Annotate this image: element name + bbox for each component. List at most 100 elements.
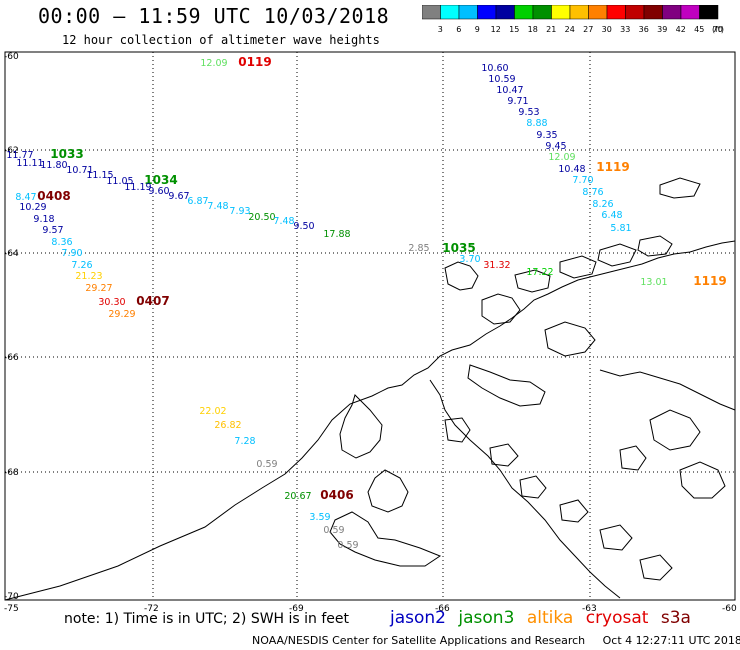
wave-height-label: 9.71: [507, 96, 528, 107]
lon-label-63: -63: [582, 604, 597, 614]
wave-height-label: 10.60: [481, 63, 508, 74]
map-frame: [4, 51, 736, 601]
wave-height-label: 10.48: [558, 164, 585, 175]
wave-height-label: 20.50: [248, 212, 275, 223]
wave-height-label: 9.53: [518, 107, 539, 118]
footer-credit: NOAA/NESDIS Center for Satellite Applica…: [252, 634, 740, 647]
wave-height-label: 30.30: [98, 297, 125, 308]
page-title: 00:00 – 11:59 UTC 10/03/2018: [38, 4, 390, 28]
wave-height-label: 21.23: [75, 271, 102, 282]
wave-height-colorbar: 3 6 9 12 15 18 21 24 27 30 33 36 39 42 45 70(ft): [422, 5, 724, 34]
lat-label-60: -60: [4, 52, 19, 62]
lon-label-69: -69: [289, 604, 304, 614]
wave-height-label: 0.59: [337, 540, 358, 551]
lon-label-60: -60: [722, 604, 737, 614]
wave-height-label: 8.36: [51, 237, 72, 248]
pass-time-label: 0408: [37, 189, 70, 203]
colorbar-label: 6: [456, 25, 461, 34]
wave-height-label: 7.93: [229, 206, 250, 217]
wave-height-label: 6.48: [601, 210, 622, 221]
wave-height-label: 11.05: [106, 176, 133, 187]
wave-height-label: 8.26: [592, 199, 613, 210]
colorbar-label: 21: [546, 25, 556, 34]
lat-label-64: -64: [4, 249, 19, 259]
legend-s3a: s3a: [660, 608, 691, 628]
colorbar-label: 42: [676, 25, 686, 34]
pass-time-label: 0406: [320, 488, 353, 502]
wave-height-label: 12.09: [548, 152, 575, 163]
wave-height-label: 10.59: [488, 74, 515, 85]
colorbar-label: 9: [475, 25, 480, 34]
wave-height-label: 9.60: [148, 186, 169, 197]
wave-height-label: 9.57: [42, 225, 63, 236]
wave-height-label: 3.70: [459, 254, 480, 265]
pass-time-label: 0407: [136, 294, 169, 308]
wave-height-label: 26.82: [214, 420, 241, 431]
colorbar-label: 12: [491, 25, 501, 34]
wave-height-label: 3.59: [309, 512, 330, 523]
colorbar-label: 45: [694, 25, 704, 34]
satellite-legend: jason2 jason3 altika cryosat s3a: [390, 608, 698, 628]
wave-height-label: 29.27: [85, 283, 112, 294]
pass-time-label: 1033: [50, 147, 83, 161]
wave-height-label: 9.67: [168, 191, 189, 202]
wave-height-label: 7.26: [71, 260, 92, 271]
colorbar-label: 3: [438, 25, 443, 34]
wave-height-label: 11.19: [124, 182, 151, 193]
page-subtitle: 12 hour collection of altimeter wave hei…: [62, 33, 380, 47]
coastline: [4, 177, 736, 601]
wave-height-label: 5.81: [610, 223, 631, 234]
legend-jason2: jason2: [390, 608, 446, 628]
wave-height-label: 7.28: [234, 436, 255, 447]
wave-height-label: 20.67: [284, 491, 311, 502]
colorbar-label: 15: [509, 25, 519, 34]
wave-height-label: 13.01: [640, 277, 667, 288]
wave-height-label: 9.45: [545, 141, 566, 152]
wave-height-label: 10.29: [19, 202, 46, 213]
wave-height-label: 11.15: [86, 170, 113, 181]
wave-height-label: 10.47: [496, 85, 523, 96]
lat-label-66: -66: [4, 353, 19, 363]
wave-height-label: 12.09: [200, 58, 227, 69]
map-grid: [5, 52, 735, 600]
wave-height-label: 8.88: [526, 118, 547, 129]
colorbar-swatch: [699, 5, 719, 20]
observation-labels: 12.09 011911.7711.11103311.8010.7111.1511…: [6, 55, 726, 551]
pass-time-label: 1119: [596, 160, 629, 174]
wave-height-label: 17.88: [323, 229, 350, 240]
wave-height-label: 7.48: [207, 201, 228, 212]
note-text: note: 1) Time is in UTC; 2) SWH is in fe…: [64, 611, 350, 627]
wave-height-label: 8.47: [15, 192, 36, 203]
lat-label-68: -68: [4, 468, 19, 478]
wave-height-label: 31.32: [483, 260, 510, 271]
colorbar-label: 33: [620, 25, 630, 34]
wave-height-label: 11.77: [6, 150, 33, 161]
legend-cryosat: cryosat: [585, 608, 649, 628]
colorbar-label: 36: [639, 25, 649, 34]
colorbar-label: 39: [657, 25, 667, 34]
colorbar-label: 27: [583, 25, 593, 34]
legend-altika: altika: [526, 608, 574, 628]
colorbar-label: 18: [528, 25, 538, 34]
lat-label-62: -62: [4, 146, 19, 156]
wave-height-label: 6.87: [187, 196, 208, 207]
wave-height-label: 0.59: [256, 459, 277, 470]
pass-time-label: 1035: [442, 241, 475, 255]
colorbar-label: 24: [565, 25, 575, 34]
wave-height-label: 22.02: [199, 406, 226, 417]
footer-timestamp: Oct 4 12:27:11 UTC 2018: [602, 634, 740, 647]
footer-organization: NOAA/NESDIS Center for Satellite Applica…: [252, 634, 586, 647]
wave-height-label: 9.50: [293, 221, 314, 232]
lon-label-66: -66: [435, 604, 450, 614]
wave-height-label: 7.48: [273, 216, 294, 227]
pass-time-label: 1034: [144, 173, 177, 187]
lat-label-70: -70: [4, 592, 19, 602]
lon-label-72: -72: [144, 604, 159, 614]
wave-height-label: 10.71: [66, 165, 93, 176]
wave-height-label: 0.59: [323, 525, 344, 536]
wave-height-label: 7.90: [61, 248, 82, 259]
pass-time-label: 1119: [693, 274, 726, 288]
wave-height-label: 29.29: [108, 309, 135, 320]
wave-height-label: 2.85: [408, 243, 429, 254]
